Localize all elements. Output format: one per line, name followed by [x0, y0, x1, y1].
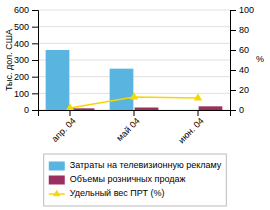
- y-axis-title: Тыс. дол. США: [4, 29, 14, 91]
- chart: апр. 04май 04июн. 0401002003004005006000…: [0, 0, 270, 210]
- bar-series: [46, 50, 134, 110]
- bar: [110, 69, 134, 110]
- line: [32, 27, 38, 28]
- tick: 0: [24, 105, 38, 115]
- legend-marker: [53, 190, 60, 196]
- tick: июн. 04: [176, 110, 206, 145]
- legend-label: Удельный вес ПРТ (%): [70, 188, 165, 198]
- tick: 80: [230, 25, 249, 35]
- y2-axis: 0 20 40 60 80 100: [230, 5, 254, 115]
- text: 300: [14, 55, 29, 65]
- x-axis: апр. 04 май 04 июн. 04: [39, 110, 231, 145]
- grid-line: [38, 10, 230, 11]
- marker: [130, 92, 138, 99]
- text: 600: [14, 5, 29, 15]
- text: апр. 04: [50, 116, 78, 144]
- tick: 400: [14, 39, 38, 49]
- tick: 200: [14, 72, 38, 82]
- line: [32, 43, 38, 44]
- y-axis: 0 100 200 300 400 500 600: [14, 5, 39, 115]
- text: 100: [239, 5, 254, 15]
- tick: 600: [14, 5, 38, 15]
- text: 400: [14, 39, 29, 49]
- text: 60: [239, 45, 249, 55]
- tick: 100: [230, 5, 254, 15]
- y2-axis-title: %: [256, 54, 264, 64]
- line: [230, 90, 236, 91]
- axis-line: [32, 11, 39, 111]
- bar: [46, 50, 70, 110]
- legend-label: Объемы розничных продаж: [70, 174, 186, 184]
- tick: 500: [14, 22, 38, 32]
- marks: [46, 50, 223, 110]
- bar: [71, 108, 95, 110]
- bar-series: [71, 106, 223, 110]
- text: май 04: [114, 116, 141, 143]
- line: [32, 10, 38, 11]
- text: 0: [239, 105, 244, 115]
- legend: Затраты на телевизионную рекламу Объемы р…: [44, 154, 226, 206]
- line: [70, 110, 71, 116]
- legend-swatch: [49, 162, 65, 171]
- grid-line: [38, 43, 230, 44]
- legend-frame: [44, 154, 226, 206]
- plot: апр. 04май 04июн. 0401002003004005006000…: [14, 5, 254, 145]
- text: 100: [14, 89, 29, 99]
- text: 500: [14, 22, 29, 32]
- tick: 40: [230, 65, 249, 75]
- line: [230, 30, 236, 31]
- line: [32, 110, 38, 111]
- tick: 100: [14, 89, 38, 99]
- tick: 20: [230, 85, 249, 95]
- tick: апр. 04: [50, 110, 78, 144]
- bar: [199, 106, 223, 110]
- marker: [66, 103, 74, 110]
- text: июн. 04: [176, 116, 206, 146]
- text: 0: [24, 105, 29, 115]
- line: [198, 110, 199, 116]
- line: [230, 50, 236, 51]
- bar: [135, 108, 159, 111]
- line: [230, 70, 236, 71]
- axis-line: [231, 11, 237, 111]
- text: 200: [14, 72, 29, 82]
- tick: 60: [230, 45, 249, 55]
- text: 40: [239, 65, 249, 75]
- legend-swatch: [49, 176, 65, 185]
- tick: май 04: [114, 110, 141, 143]
- line: [32, 60, 38, 61]
- line: [32, 77, 38, 78]
- axis-line: [39, 111, 231, 117]
- tick: 0: [230, 105, 244, 115]
- marker: [194, 93, 202, 100]
- grid: [38, 10, 230, 110]
- line: [134, 110, 135, 116]
- legend-label: Затраты на телевизионную рекламу: [70, 160, 222, 170]
- text: 80: [239, 25, 249, 35]
- tick: 300: [14, 55, 38, 65]
- line: [32, 93, 38, 94]
- line: [230, 10, 236, 11]
- grid-line: [38, 26, 230, 27]
- line: [230, 110, 236, 111]
- bar: [174, 110, 198, 111]
- text: 20: [239, 85, 249, 95]
